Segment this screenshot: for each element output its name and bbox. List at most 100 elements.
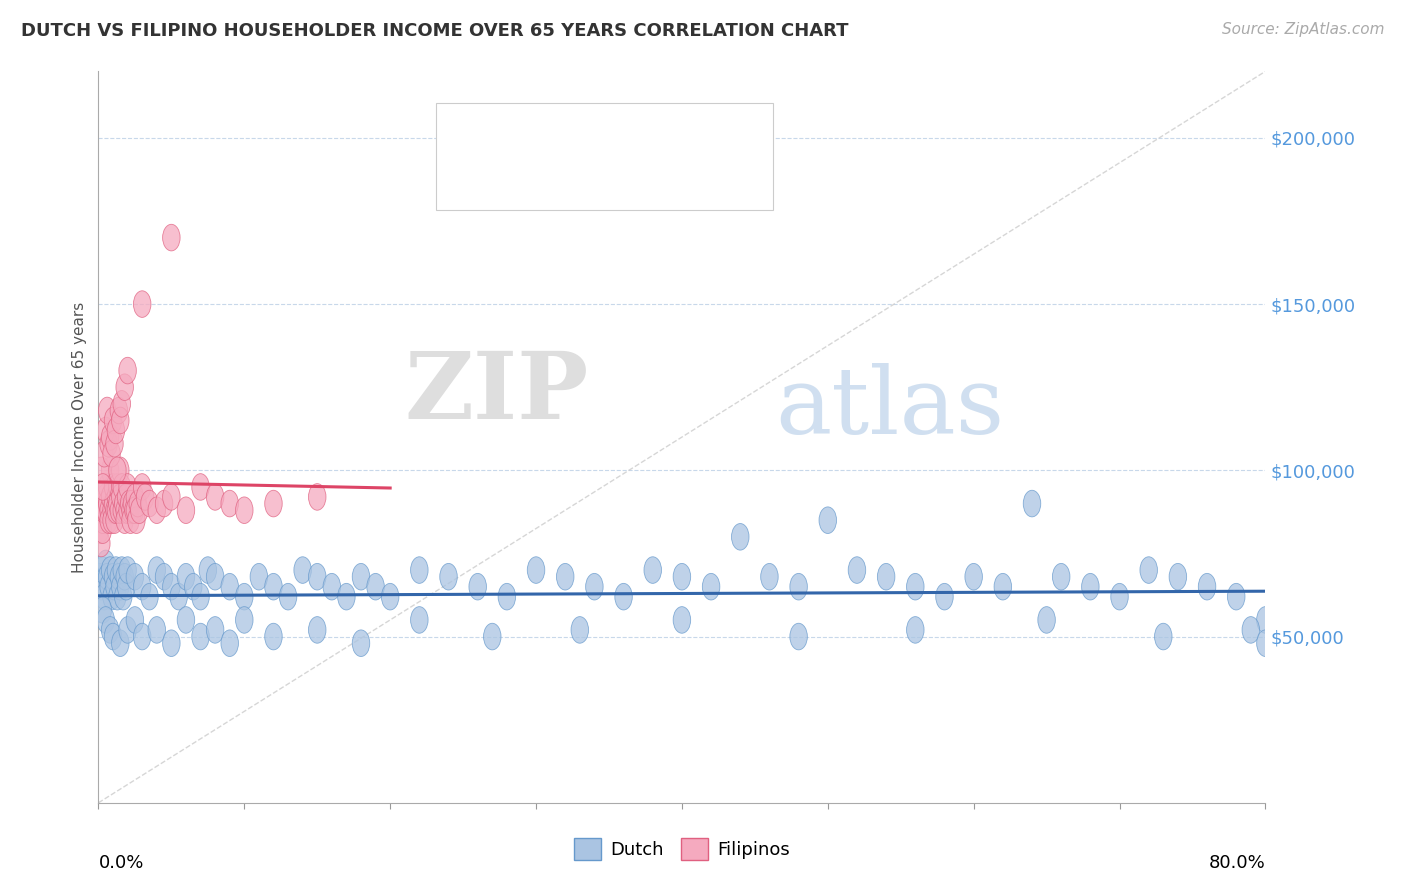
Ellipse shape	[103, 507, 121, 533]
Ellipse shape	[104, 624, 122, 650]
Ellipse shape	[1241, 616, 1260, 643]
Ellipse shape	[1257, 630, 1274, 657]
Ellipse shape	[114, 491, 132, 516]
Ellipse shape	[907, 574, 924, 600]
Ellipse shape	[120, 497, 136, 524]
Ellipse shape	[124, 491, 141, 516]
Text: Source: ZipAtlas.com: Source: ZipAtlas.com	[1222, 22, 1385, 37]
Ellipse shape	[470, 574, 486, 600]
Ellipse shape	[1053, 564, 1070, 590]
Ellipse shape	[155, 564, 173, 590]
Ellipse shape	[94, 507, 111, 533]
Ellipse shape	[97, 550, 114, 577]
Ellipse shape	[1257, 607, 1274, 633]
Ellipse shape	[104, 491, 122, 516]
Ellipse shape	[614, 583, 633, 610]
Ellipse shape	[101, 616, 120, 643]
Ellipse shape	[264, 574, 283, 600]
Ellipse shape	[127, 607, 143, 633]
Ellipse shape	[294, 557, 311, 583]
Ellipse shape	[97, 497, 114, 524]
Ellipse shape	[367, 574, 384, 600]
Ellipse shape	[108, 474, 127, 500]
Ellipse shape	[1198, 574, 1216, 600]
Ellipse shape	[100, 507, 117, 533]
Legend: Dutch, Filipinos: Dutch, Filipinos	[567, 830, 797, 867]
Ellipse shape	[94, 597, 111, 624]
Ellipse shape	[673, 564, 690, 590]
Ellipse shape	[122, 497, 139, 524]
Ellipse shape	[96, 441, 112, 467]
Text: R = -0.243: R = -0.243	[496, 126, 605, 144]
Ellipse shape	[200, 557, 217, 583]
Ellipse shape	[94, 557, 111, 583]
Ellipse shape	[1081, 574, 1099, 600]
Ellipse shape	[353, 630, 370, 657]
Ellipse shape	[107, 483, 125, 510]
Ellipse shape	[107, 497, 125, 524]
Ellipse shape	[105, 574, 124, 600]
Ellipse shape	[94, 474, 111, 500]
Ellipse shape	[96, 491, 112, 516]
Ellipse shape	[177, 497, 194, 524]
Ellipse shape	[100, 431, 117, 457]
Ellipse shape	[96, 497, 112, 524]
Ellipse shape	[96, 583, 112, 610]
Ellipse shape	[100, 574, 117, 600]
Ellipse shape	[148, 497, 166, 524]
Ellipse shape	[571, 616, 589, 643]
Ellipse shape	[820, 507, 837, 533]
Ellipse shape	[108, 457, 127, 483]
Text: 80.0%: 80.0%	[1209, 854, 1265, 872]
Ellipse shape	[163, 483, 180, 510]
Ellipse shape	[1140, 557, 1157, 583]
Ellipse shape	[1038, 607, 1056, 633]
Text: N =  78: N = 78	[651, 166, 727, 184]
Ellipse shape	[111, 574, 129, 600]
Ellipse shape	[98, 474, 115, 500]
Ellipse shape	[761, 564, 778, 590]
FancyBboxPatch shape	[456, 162, 484, 187]
Ellipse shape	[177, 564, 194, 590]
Ellipse shape	[111, 407, 129, 434]
Ellipse shape	[105, 431, 124, 457]
Ellipse shape	[94, 516, 111, 543]
Ellipse shape	[323, 574, 340, 600]
Ellipse shape	[122, 507, 139, 533]
Ellipse shape	[115, 374, 134, 401]
Ellipse shape	[136, 483, 153, 510]
Ellipse shape	[163, 574, 180, 600]
Ellipse shape	[207, 564, 224, 590]
Ellipse shape	[170, 583, 187, 610]
Ellipse shape	[440, 564, 457, 590]
Ellipse shape	[141, 491, 159, 516]
Ellipse shape	[111, 457, 129, 483]
Ellipse shape	[790, 574, 807, 600]
Ellipse shape	[105, 507, 124, 533]
Ellipse shape	[97, 417, 114, 443]
Ellipse shape	[110, 497, 128, 524]
Ellipse shape	[120, 616, 136, 643]
Ellipse shape	[527, 557, 544, 583]
Ellipse shape	[127, 564, 143, 590]
Ellipse shape	[308, 616, 326, 643]
Ellipse shape	[105, 497, 124, 524]
Ellipse shape	[91, 564, 108, 590]
FancyBboxPatch shape	[456, 122, 484, 147]
Ellipse shape	[108, 583, 127, 610]
Text: DUTCH VS FILIPINO HOUSEHOLDER INCOME OVER 65 YEARS CORRELATION CHART: DUTCH VS FILIPINO HOUSEHOLDER INCOME OVE…	[21, 22, 849, 40]
Ellipse shape	[207, 483, 224, 510]
Ellipse shape	[381, 583, 399, 610]
Text: ZIP: ZIP	[405, 348, 589, 438]
Ellipse shape	[112, 557, 131, 583]
Ellipse shape	[207, 616, 224, 643]
Ellipse shape	[103, 497, 121, 524]
Ellipse shape	[115, 507, 134, 533]
Ellipse shape	[557, 564, 574, 590]
Ellipse shape	[236, 607, 253, 633]
Ellipse shape	[112, 497, 131, 524]
Ellipse shape	[103, 583, 121, 610]
Ellipse shape	[586, 574, 603, 600]
Ellipse shape	[177, 607, 194, 633]
Text: atlas: atlas	[775, 363, 1004, 453]
